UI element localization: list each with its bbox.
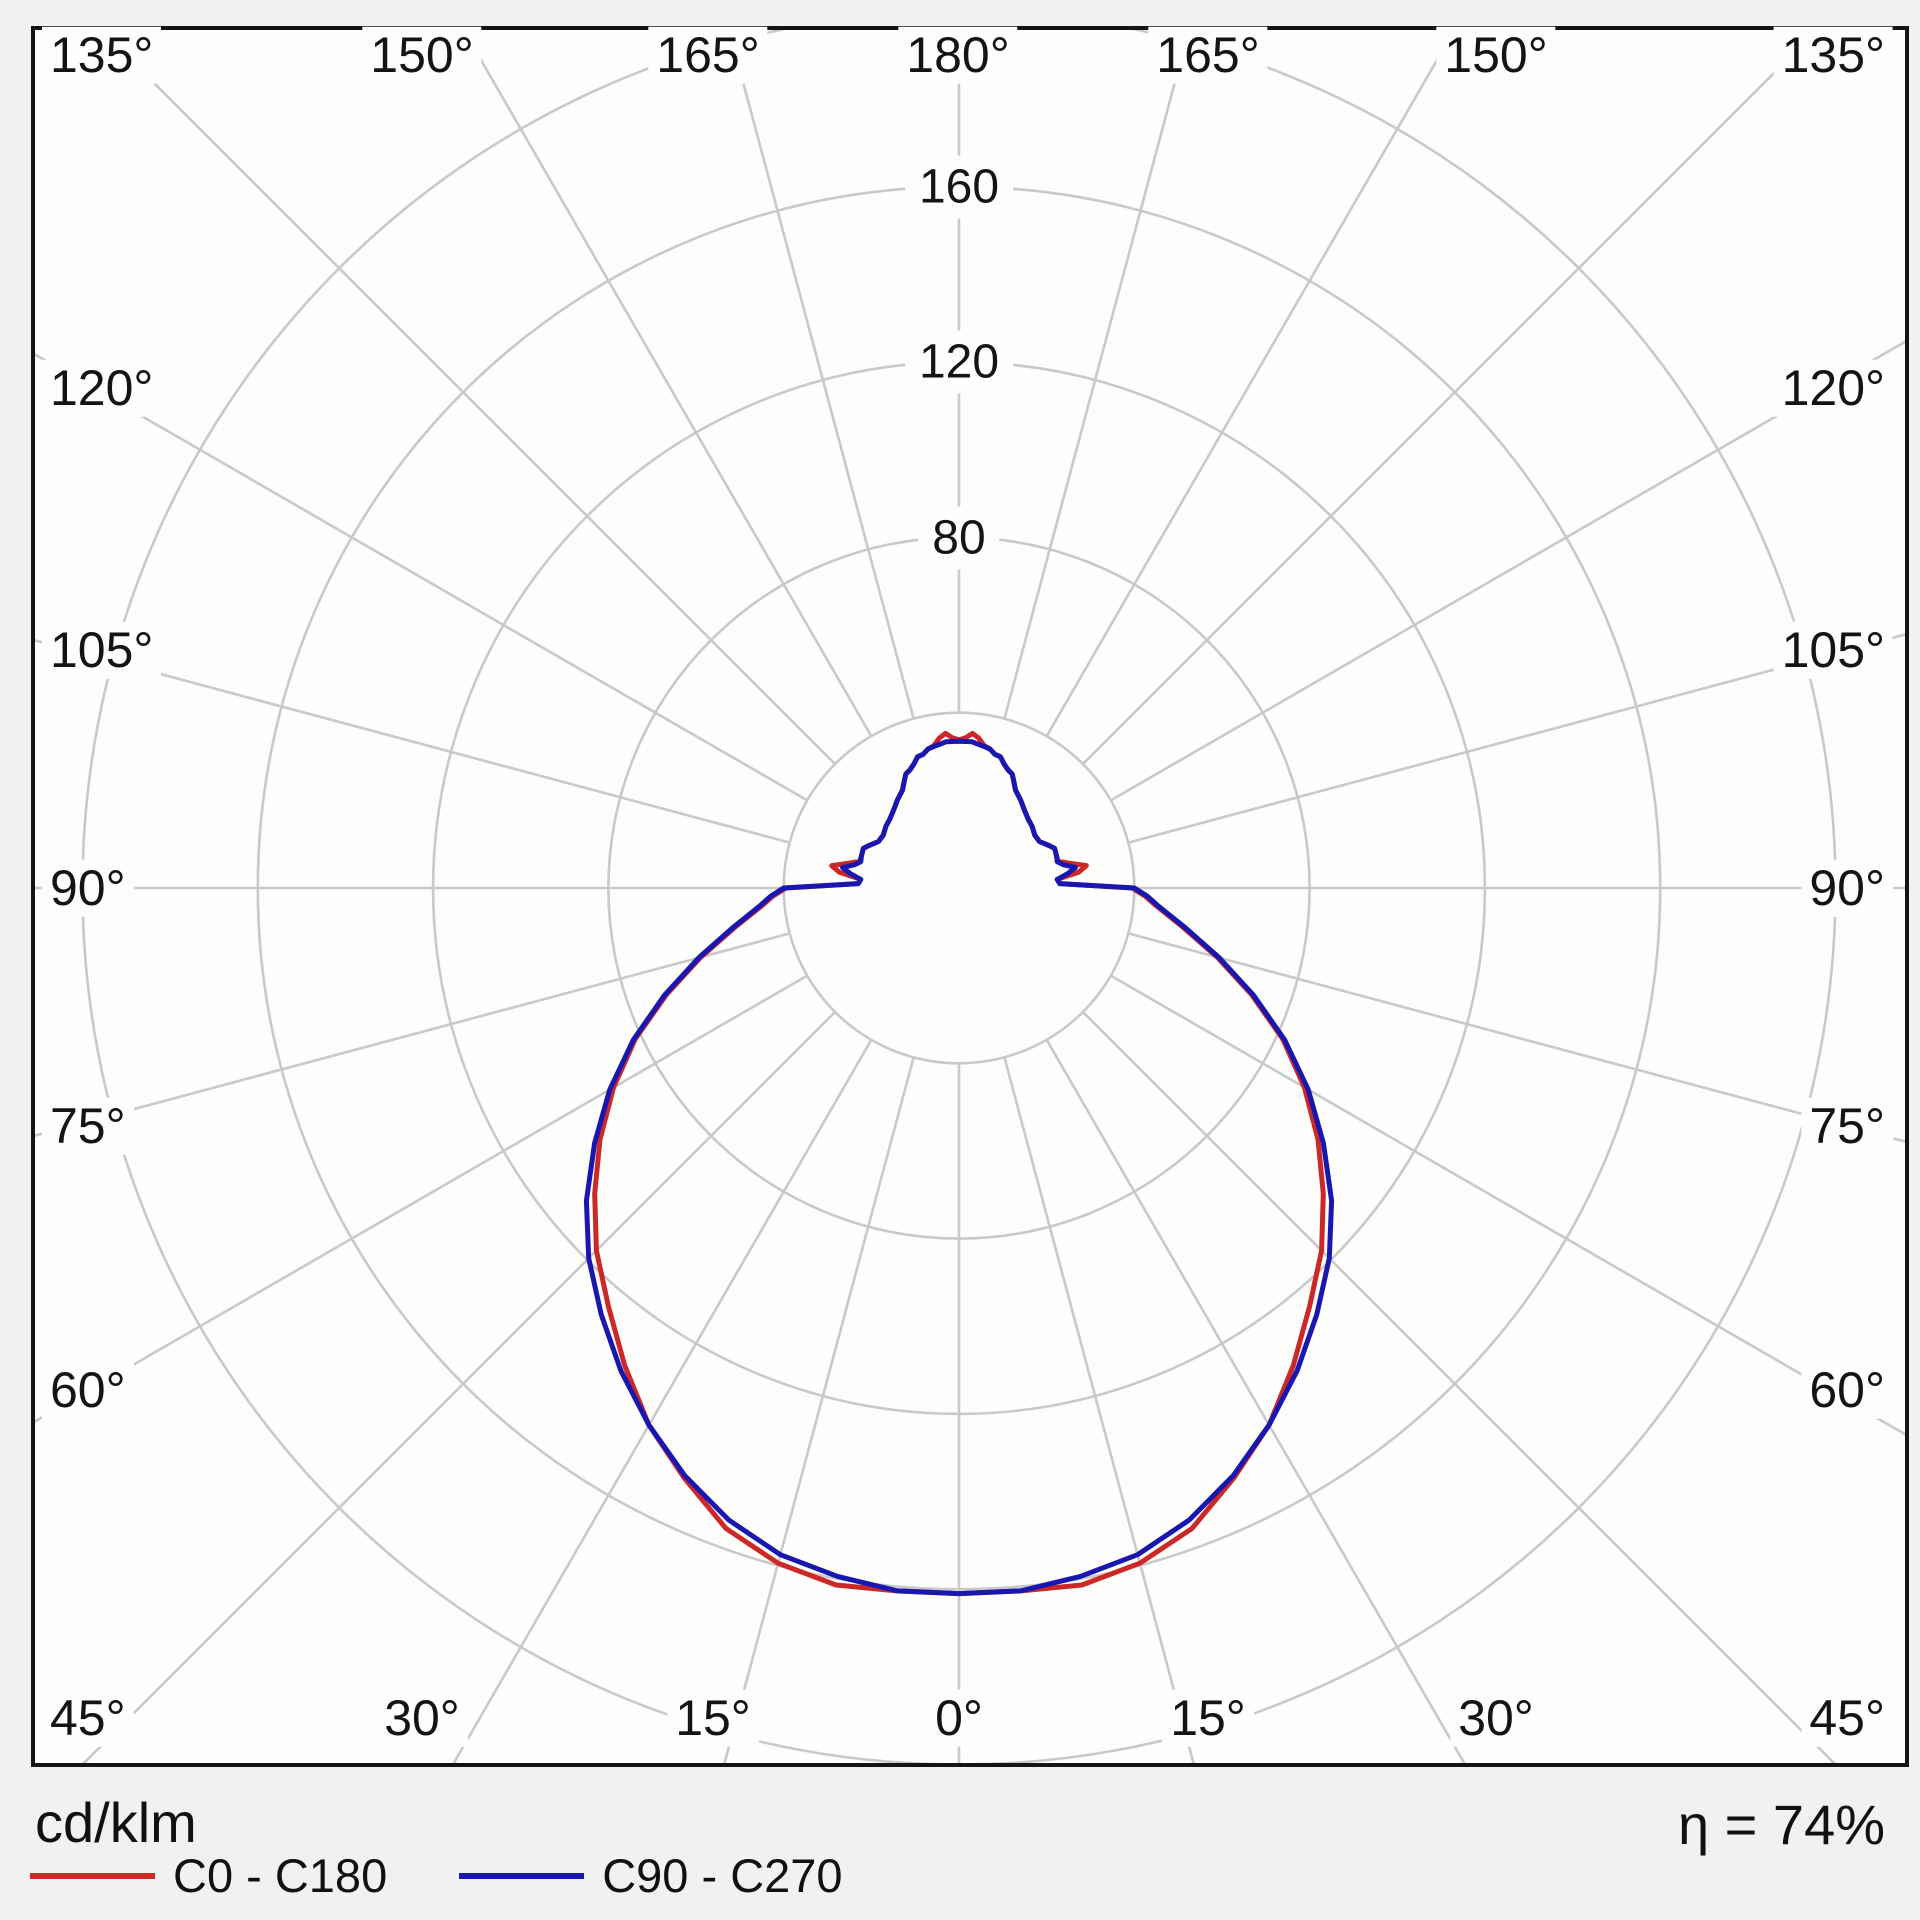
curve-c90-c270	[583, 738, 1335, 1597]
legend-label-c0-c180: C0 - C180	[173, 1849, 388, 1902]
grid-ray-240	[33, 351, 808, 802]
angle-label-right-90°: 90°	[1801, 859, 1893, 917]
angle-label-bottom-45°: 45°	[1801, 1689, 1893, 1747]
angle-label-bottom-45°: 45°	[42, 1689, 134, 1747]
angle-label-bottom-30°: 30°	[376, 1689, 468, 1747]
intensity-curves	[583, 730, 1335, 1597]
angle-label-right-75°: 75°	[1801, 1097, 1893, 1155]
angle-label-right-60°: 60°	[1801, 1361, 1893, 1419]
angle-label-left-120°: 120°	[42, 359, 162, 417]
grid-ray-255	[33, 638, 791, 844]
angle-label-top-150°: 150°	[1436, 26, 1556, 84]
legend-label-c90-c270: C90 - C270	[602, 1849, 843, 1902]
angle-label-right-105°: 105°	[1773, 621, 1893, 679]
angle-label-right-120°: 120°	[1773, 359, 1893, 417]
angle-label-bottom-15°: 15°	[667, 1689, 759, 1747]
angle-label-left-90°: 90°	[42, 859, 134, 917]
grid-ray-195	[727, 28, 915, 720]
angle-label-bottom-0°: 0°	[927, 1689, 991, 1747]
angle-label-left-105°: 105°	[42, 621, 162, 679]
legend-entry-c90-c270: C90 - C270	[459, 1848, 843, 1903]
angle-label-top-165°: 165°	[648, 26, 768, 84]
grid-ray-300	[33, 974, 808, 1425]
angle-label-bottom-30°: 30°	[1450, 1689, 1542, 1747]
angle-label-top-135°: 135°	[42, 26, 162, 84]
c90-c270-line-swatch	[459, 1872, 585, 1879]
plot-area-background	[33, 28, 1907, 1765]
radial-tick-label-120: 120	[904, 330, 1014, 394]
angle-label-top-150°: 150°	[362, 26, 482, 84]
angle-label-bottom-15°: 15°	[1162, 1689, 1254, 1747]
angle-label-left-60°: 60°	[42, 1361, 134, 1419]
grid-ray-165	[1003, 28, 1191, 720]
grid-ray-285	[33, 932, 791, 1138]
c0-c180-line-swatch	[30, 1872, 155, 1879]
angle-label-top-135°: 135°	[1773, 26, 1893, 84]
grid-ray-315	[80, 1011, 836, 1765]
grid-ray-345	[722, 1056, 915, 1765]
grid-ray-105	[1127, 632, 1907, 844]
grid-ray-60	[1110, 974, 1907, 1437]
grid-ray-75	[1127, 932, 1907, 1144]
legend-entry-c0-c180: C0 - C180	[30, 1848, 387, 1903]
grid-ray-330	[451, 1039, 873, 1765]
angle-label-left-75°: 75°	[42, 1097, 134, 1155]
grid-ray-150	[1045, 28, 1458, 737]
grid-ray-120	[1110, 339, 1907, 802]
angle-label-top-165°: 165°	[1148, 26, 1268, 84]
radial-tick-label-160: 160	[904, 155, 1014, 219]
radial-tick-label-80: 80	[918, 506, 1000, 570]
grid-ray-30	[1045, 1039, 1467, 1765]
grid-ray-210	[460, 28, 873, 737]
grid-ray-45	[1082, 1011, 1838, 1765]
grid-ray-15	[1003, 1056, 1196, 1765]
unit-label: cd/klm	[35, 1791, 197, 1854]
legend: C0 - C180 C90 - C270	[30, 1848, 843, 1903]
angle-label-top-180°: 180°	[898, 26, 1018, 84]
efficiency-label: η = 74%	[1677, 1793, 1885, 1856]
